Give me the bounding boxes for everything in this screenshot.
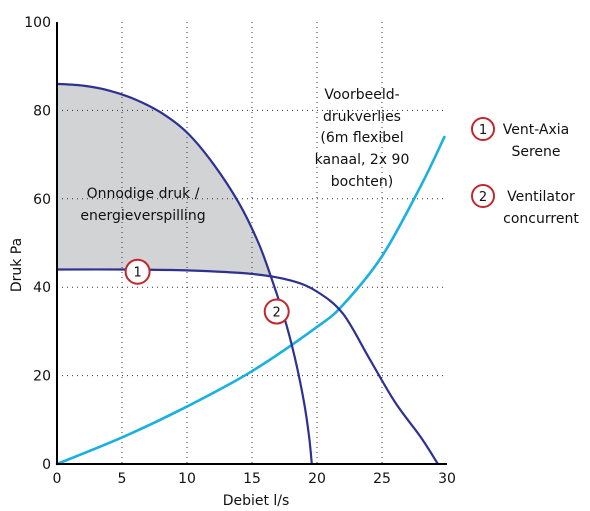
curve-marker-2-ring [263, 298, 290, 325]
x-tick-label: 5 [118, 471, 127, 487]
x-tick-label: 10 [178, 471, 196, 487]
shaded-area-text-line-2: energieverspilling [80, 208, 205, 224]
legend-item-2-line-2: concurrent [503, 211, 579, 227]
y-tick-label: 20 [33, 369, 51, 385]
x-axis-label: Debiet l/s [223, 493, 290, 509]
x-tick-label: 25 [373, 471, 391, 487]
shaded-waste-area [57, 83, 271, 278]
y-tick-label: 40 [33, 280, 51, 296]
system-curve-text-line-4: kanaal, 2x 90 [315, 152, 410, 168]
y-tick-label: 60 [33, 192, 51, 208]
system-curve-text-line-5: bochten) [331, 174, 393, 190]
axes: Debiet l/s Druk Pa 0 5 10 15 20 25 30 0 20 40 60 80… [9, 15, 456, 509]
shaded-area-text-line-1: Onnodige druk / [87, 186, 200, 202]
annotations: Onnodige druk / energieverspilling Voorb… [80, 87, 409, 224]
x-tick-label: 20 [308, 471, 326, 487]
x-tick-label: 0 [53, 471, 62, 487]
system-curve-text-line-1: Voorbeeld- [324, 87, 399, 103]
system-curve-text-line-2: drukverlies [323, 109, 401, 125]
curve-marker-2-number: 2 [273, 306, 281, 321]
legend-badge-2-number: 2 [479, 190, 487, 205]
series-line-system-curve [55, 135, 446, 466]
y-tick-label: 0 [42, 457, 51, 473]
legend-item-1-line-1: Vent-Axia [503, 122, 570, 138]
legend-badge-1-number: 1 [479, 123, 487, 138]
system-curve-text-line-3: (6m flexibel [320, 130, 403, 146]
y-tick-label: 100 [24, 15, 51, 31]
legend: 1 Vent-Axia Serene 2 Ventilator concurre… [471, 117, 579, 227]
y-axis-label: Druk Pa [9, 238, 25, 292]
legend-item-1-line-2: Serene [511, 144, 560, 160]
curve-marker-1-ring [124, 258, 151, 285]
y-tick-label: 80 [33, 103, 51, 119]
curve-marker-1-number: 1 [133, 266, 141, 281]
legend-badge-2-ring [471, 184, 495, 208]
legend-item-2-line-1: Ventilator [507, 189, 575, 205]
x-tick-label: 30 [438, 471, 456, 487]
legend-badge-1-ring [471, 117, 495, 141]
x-tick-label: 15 [243, 471, 261, 487]
series-line-vent-axia [55, 268, 439, 466]
series-line-concurrent [55, 82, 313, 466]
plot-area: 12 [55, 22, 447, 466]
